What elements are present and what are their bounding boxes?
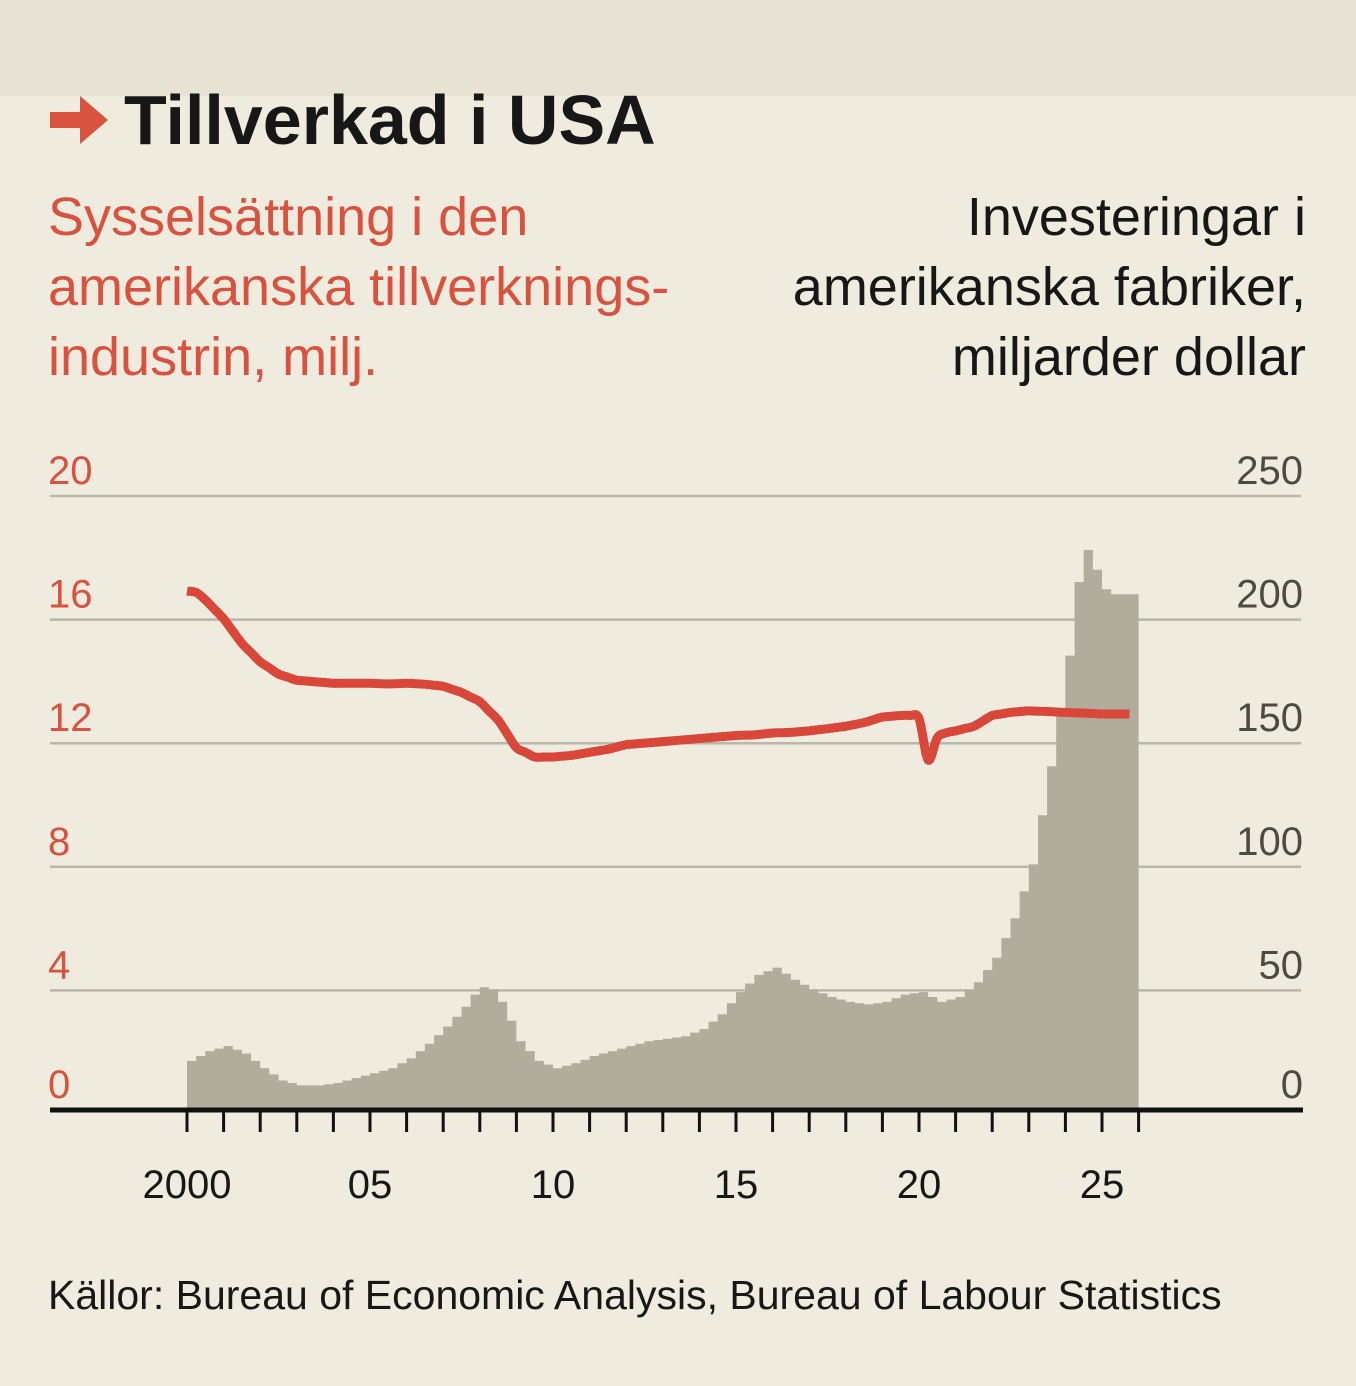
svg-text:25: 25 — [1080, 1163, 1125, 1207]
svg-text:15: 15 — [714, 1163, 759, 1207]
svg-text:8: 8 — [48, 820, 70, 864]
svg-text:0: 0 — [48, 1063, 70, 1107]
svg-text:0: 0 — [1281, 1063, 1303, 1107]
svg-text:200: 200 — [1236, 573, 1303, 617]
svg-text:12: 12 — [48, 696, 93, 740]
svg-text:20: 20 — [897, 1163, 942, 1207]
svg-text:2000: 2000 — [143, 1163, 232, 1207]
svg-text:16: 16 — [48, 573, 93, 617]
svg-text:4: 4 — [48, 943, 70, 987]
svg-text:05: 05 — [348, 1163, 393, 1207]
svg-text:150: 150 — [1236, 696, 1303, 740]
svg-text:100: 100 — [1236, 820, 1303, 864]
svg-text:50: 50 — [1259, 943, 1304, 987]
svg-text:20: 20 — [48, 449, 93, 493]
svg-text:10: 10 — [531, 1163, 576, 1207]
svg-text:250: 250 — [1236, 449, 1303, 493]
